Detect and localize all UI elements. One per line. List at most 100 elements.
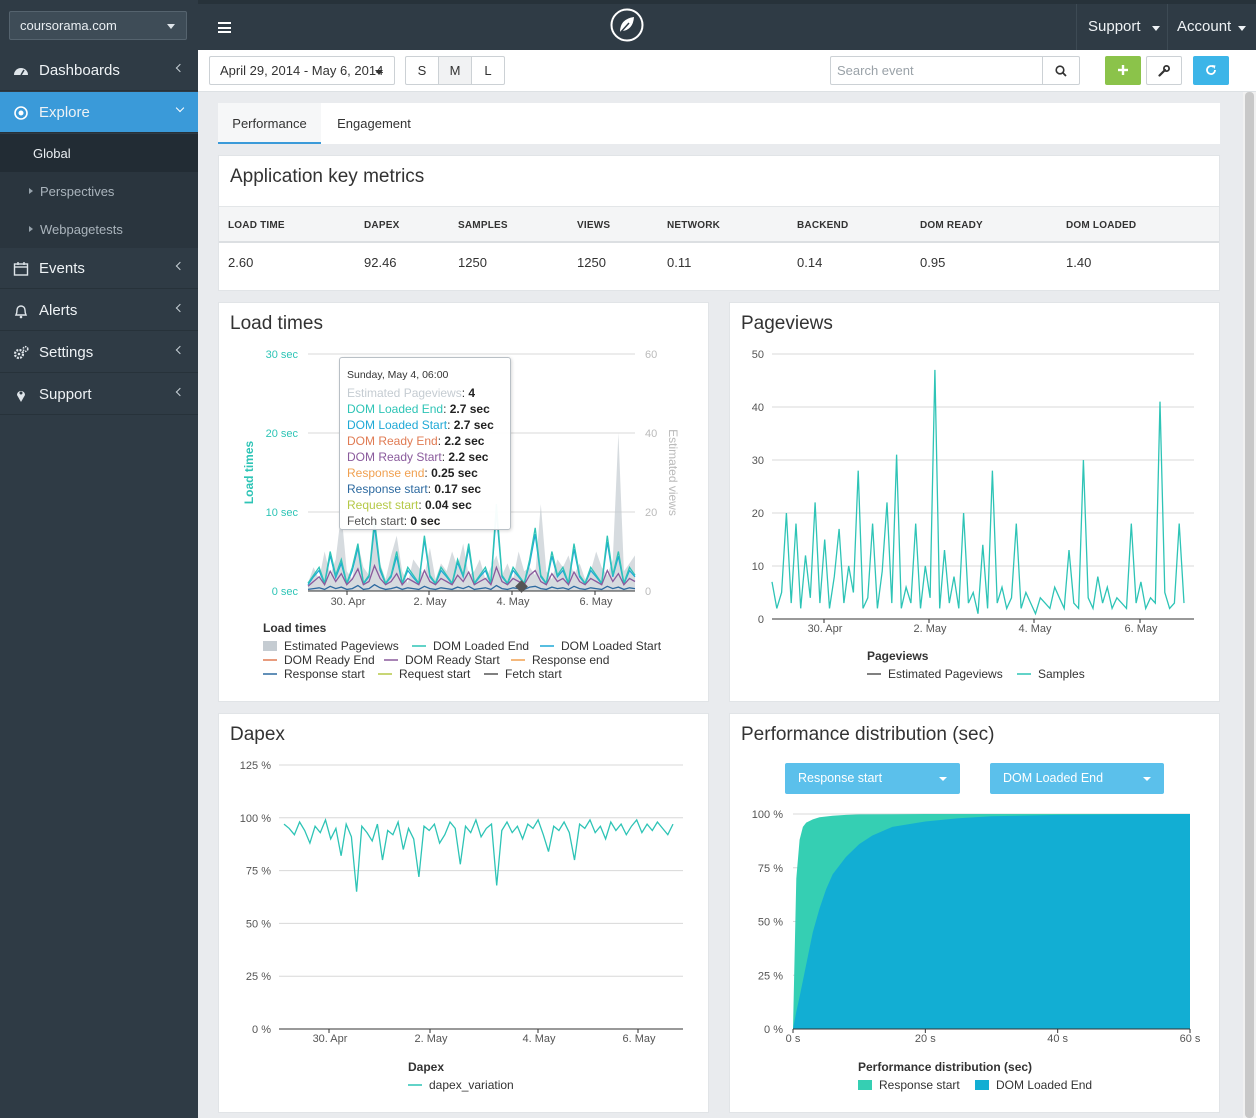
- refresh-icon: [1206, 65, 1216, 75]
- y-tick-label: 75 %: [758, 863, 783, 875]
- tooltip-row-label: Request start: [347, 498, 419, 512]
- caret-right-icon: [29, 188, 33, 194]
- tab-performance[interactable]: Performance: [218, 103, 321, 144]
- caret-right-icon: [29, 226, 33, 232]
- dapex-chart: 0 % 25 % 50 % 75 % 100 % 125 % 30. Apr 2. May 4.…: [240, 760, 683, 1092]
- tooltip-row-value: 2.7 sec: [449, 402, 490, 416]
- plus-icon: [1118, 65, 1128, 75]
- chart-tooltip: Sunday, May 4, 06:00 Estimated Pageviews…: [339, 357, 511, 530]
- sidebar-item-alerts[interactable]: Alerts: [0, 290, 198, 331]
- y-tick-label: 0 sec: [272, 586, 299, 598]
- x-tick-label: 0 s: [786, 1033, 801, 1045]
- tooltip-row: DOM Ready End: 2.2 sec: [347, 434, 485, 448]
- toolbar: April 29, 2014 - May 6, 2014 S M L: [198, 50, 1256, 92]
- site-selector[interactable]: coursorama.com: [9, 11, 187, 40]
- x-tick-label: 4. May: [522, 1033, 556, 1045]
- legend-item: Response end: [532, 653, 609, 667]
- metric-value: 1.40: [1066, 255, 1092, 270]
- sidebar-item-dashboards[interactable]: Dashboards: [0, 50, 198, 91]
- distribution-series-b-dropdown[interactable]: DOM Loaded End: [990, 763, 1164, 794]
- settings-wrench-button[interactable]: [1146, 56, 1182, 85]
- tooltip-row: DOM Loaded End: 2.7 sec: [347, 402, 490, 416]
- sidebar: coursorama.com Dashboards Explore Global…: [0, 0, 198, 1118]
- x-tick-label: 30. Apr: [808, 623, 843, 635]
- y-tick-label: 100 %: [240, 813, 271, 825]
- dapex-line: [283, 817, 674, 892]
- tooltip-row-label: Fetch start: [347, 514, 404, 528]
- metric-value: 1250: [577, 255, 606, 270]
- tab-engagement[interactable]: Engagement: [337, 116, 411, 131]
- add-button[interactable]: [1105, 56, 1141, 85]
- metric-header: DOM LOADED: [1066, 220, 1137, 231]
- legend-item: Estimated Pageviews: [284, 639, 399, 653]
- tooltip-row: Response start: 0.17 sec: [347, 482, 482, 496]
- search-button[interactable]: [1043, 56, 1080, 85]
- x-tick-label: 6. May: [1124, 623, 1158, 635]
- tooltip-row: Request start: 0.04 sec: [347, 498, 472, 512]
- tooltip-row: Fetch start: 0 sec: [347, 514, 441, 528]
- y2-tick-label: 0: [645, 586, 651, 598]
- y-tick-label: 50 %: [246, 918, 271, 930]
- sidebar-item-settings[interactable]: Settings: [0, 332, 198, 373]
- size-small-button[interactable]: S: [405, 56, 439, 85]
- legend-title: Pageviews: [867, 649, 929, 663]
- y2-tick-label: 60: [645, 349, 657, 361]
- x-tick-label: 6. May: [622, 1033, 656, 1045]
- y-axis-label: Load times: [242, 441, 256, 505]
- hamburger-menu-icon[interactable]: [218, 22, 231, 33]
- sidebar-item-explore[interactable]: Explore: [0, 92, 198, 133]
- metric-header: LOAD TIME: [228, 220, 285, 231]
- panel-title: Pageviews: [741, 313, 833, 334]
- x-tick-label: 4. May: [1018, 623, 1052, 635]
- sidebar-subitem-label: Perspectives: [40, 184, 115, 199]
- legend-item: Response start: [284, 667, 365, 681]
- sidebar-subitem-global[interactable]: Global: [0, 134, 198, 172]
- sidebar-subitem-perspectives[interactable]: Perspectives: [0, 172, 198, 210]
- x-tick-label: 30. Apr: [331, 596, 366, 608]
- y-tick-label: 125 %: [240, 760, 271, 772]
- search-event-input[interactable]: [830, 56, 1043, 85]
- distribution-series-a-dropdown[interactable]: Response start: [785, 763, 960, 794]
- size-large-button[interactable]: L: [471, 56, 505, 85]
- sidebar-item-support[interactable]: Support: [0, 374, 198, 415]
- size-medium-button[interactable]: M: [438, 56, 472, 85]
- panel-title: Performance distribution (sec): [741, 724, 995, 745]
- panel-title: Dapex: [230, 724, 285, 745]
- tooltip-row-label: Response end: [347, 466, 425, 480]
- scrollbar-thumb[interactable]: [1245, 92, 1254, 1118]
- metric-header: NETWORK: [667, 220, 721, 231]
- legend-item: DOM Loaded Start: [561, 639, 662, 653]
- page-scrollbar[interactable]: [1243, 92, 1256, 1118]
- metric-value: 92.46: [364, 255, 397, 270]
- x-tick-label: 60 s: [1180, 1033, 1201, 1045]
- y-tick-label: 20 sec: [266, 428, 299, 440]
- sidebar-subitem-label: Webpagetests: [40, 222, 123, 237]
- sidebar-subitem-webpagetests[interactable]: Webpagetests: [0, 210, 198, 248]
- date-range-picker[interactable]: April 29, 2014 - May 6, 2014: [209, 56, 395, 85]
- legend-item: DOM Ready End: [284, 653, 375, 667]
- metric-header: BACKEND: [797, 220, 849, 231]
- x-tick-label: 20 s: [915, 1033, 936, 1045]
- y-tick-label: 25 %: [246, 971, 271, 983]
- chevron-left-icon: [175, 63, 185, 73]
- chevron-left-icon: [175, 303, 185, 313]
- chevron-down-icon: [175, 103, 185, 113]
- tooltip-row: Response end: 0.25 sec: [347, 466, 478, 480]
- sidebar-item-events[interactable]: Events: [0, 248, 198, 289]
- legend-title: Performance distribution (sec): [858, 1060, 1032, 1074]
- tooltip-row-value: 2.7 sec: [453, 418, 494, 432]
- top-bar: Support Account: [198, 0, 1256, 50]
- pageviews-panel: Pageviews: [729, 302, 1220, 702]
- y-tick-label: 50 %: [758, 917, 783, 929]
- refresh-button[interactable]: [1193, 56, 1229, 85]
- y2-tick-label: 40: [645, 428, 657, 440]
- tooltip-row-value: 0.17 sec: [434, 482, 482, 496]
- explore-icon: [14, 106, 28, 120]
- legend-title: Dapex: [408, 1060, 444, 1074]
- y-tick-label: 75 %: [246, 866, 271, 878]
- calendar-icon: [13, 262, 29, 276]
- account-menu[interactable]: Account: [1167, 4, 1256, 50]
- panel-title: Application key metrics: [230, 166, 425, 187]
- x-tick-label: 40 s: [1047, 1033, 1068, 1045]
- support-menu[interactable]: Support: [1076, 4, 1167, 50]
